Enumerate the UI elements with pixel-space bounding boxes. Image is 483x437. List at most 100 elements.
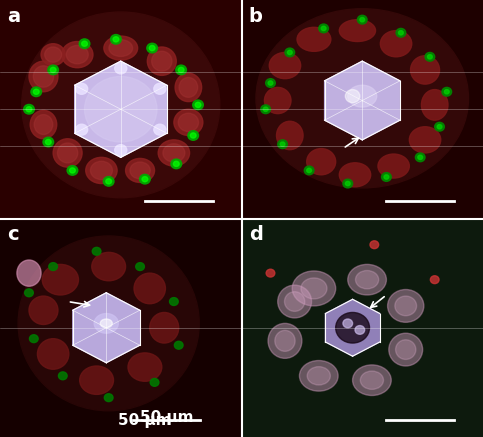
Ellipse shape [411,55,440,84]
Circle shape [360,17,365,22]
Circle shape [76,124,88,135]
Circle shape [136,263,144,271]
Ellipse shape [268,323,302,358]
Ellipse shape [378,154,410,178]
Ellipse shape [275,330,295,351]
Ellipse shape [147,47,176,75]
Circle shape [113,37,119,42]
Ellipse shape [396,340,416,359]
Ellipse shape [339,20,376,42]
Circle shape [435,122,444,131]
Circle shape [170,298,178,305]
Ellipse shape [100,319,112,328]
Circle shape [24,104,34,114]
Circle shape [345,181,350,186]
Ellipse shape [175,73,202,101]
Text: d: d [249,225,263,244]
Circle shape [174,341,183,349]
Text: 50 μm: 50 μm [118,413,171,428]
Circle shape [430,276,439,284]
Ellipse shape [395,296,417,316]
Circle shape [266,269,275,277]
Circle shape [278,140,287,149]
Ellipse shape [109,40,133,56]
Text: 50 μm: 50 μm [140,410,193,425]
Circle shape [280,142,285,146]
Ellipse shape [278,285,312,318]
Circle shape [261,105,270,114]
Circle shape [285,48,295,57]
Ellipse shape [270,52,300,79]
Circle shape [266,79,275,87]
Ellipse shape [38,339,69,369]
Ellipse shape [104,36,138,60]
Circle shape [190,133,196,138]
Ellipse shape [22,12,220,198]
Circle shape [154,124,166,135]
Circle shape [263,107,268,111]
Ellipse shape [92,253,126,281]
Polygon shape [75,61,167,157]
Ellipse shape [90,161,113,180]
Ellipse shape [284,292,305,311]
Circle shape [176,65,186,75]
Ellipse shape [276,121,303,149]
Ellipse shape [126,159,155,183]
Circle shape [418,155,423,160]
Ellipse shape [421,90,448,120]
Ellipse shape [179,77,198,97]
Ellipse shape [41,44,65,66]
Text: a: a [7,7,20,25]
Ellipse shape [292,271,336,306]
Ellipse shape [29,61,58,92]
Polygon shape [325,61,400,140]
Ellipse shape [45,47,62,62]
Circle shape [31,87,42,97]
Ellipse shape [29,296,58,324]
Circle shape [370,241,379,249]
Circle shape [304,166,314,175]
Circle shape [82,41,87,46]
Circle shape [398,31,403,35]
Circle shape [415,153,425,162]
Ellipse shape [62,42,93,68]
Ellipse shape [256,9,469,188]
Ellipse shape [158,140,189,166]
Ellipse shape [152,51,172,71]
Circle shape [142,177,148,182]
Ellipse shape [130,162,150,179]
Ellipse shape [348,85,377,107]
Circle shape [70,168,75,173]
Ellipse shape [389,333,423,366]
Ellipse shape [355,271,379,289]
Circle shape [45,139,51,145]
Circle shape [150,378,159,386]
Ellipse shape [163,144,185,162]
Ellipse shape [178,113,199,132]
Text: c: c [7,225,19,244]
Circle shape [67,166,78,175]
Circle shape [92,247,101,255]
Circle shape [268,81,273,85]
Circle shape [106,179,112,184]
Ellipse shape [265,87,291,114]
Ellipse shape [43,264,79,295]
Circle shape [50,67,56,73]
Ellipse shape [150,312,179,343]
Ellipse shape [307,149,336,175]
Circle shape [188,131,199,140]
Ellipse shape [388,290,424,323]
Ellipse shape [299,361,338,391]
Circle shape [115,63,127,74]
Circle shape [425,52,435,61]
Ellipse shape [307,367,330,385]
Ellipse shape [57,143,78,163]
Circle shape [33,89,39,94]
Ellipse shape [297,27,331,52]
Circle shape [173,161,179,166]
Circle shape [427,55,432,59]
Ellipse shape [53,139,82,167]
Circle shape [355,326,365,334]
Circle shape [437,125,442,129]
Circle shape [357,15,367,24]
